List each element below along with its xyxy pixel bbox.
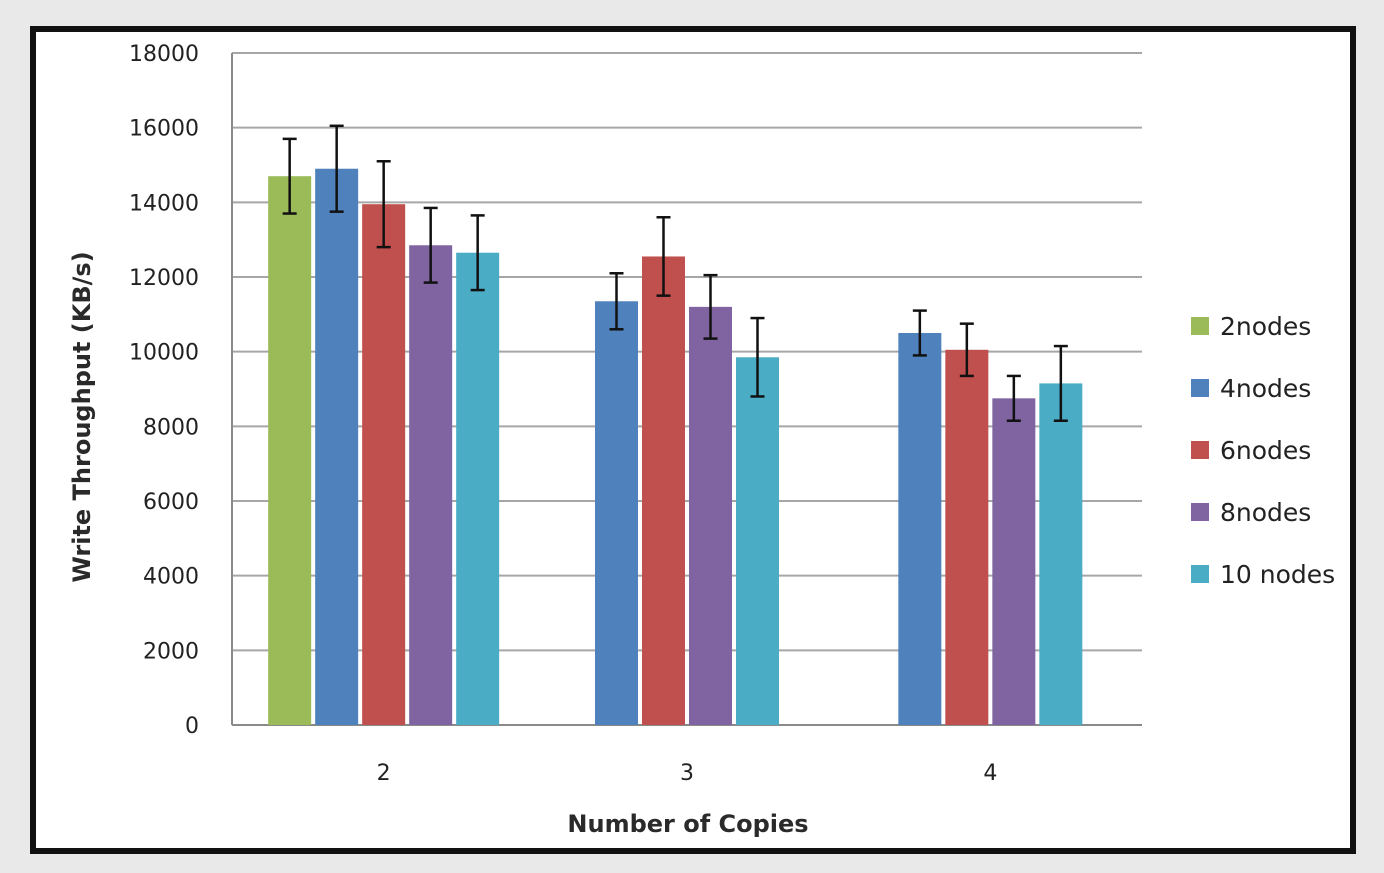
y-tick-label: 8000 [143, 415, 199, 440]
x-axis-title: Number of Copies [567, 810, 808, 838]
legend-label: 4nodes [1220, 374, 1311, 403]
bar-8nodes-copies-3 [689, 306, 732, 725]
y-axis-ticks: 0 2000 4000 6000 8000 10000 12000 14000 16000 180… [129, 42, 199, 739]
x-tick-label: 4 [983, 761, 997, 786]
bar-10nodes-copies-2 [456, 252, 500, 725]
legend-label: 10 nodes [1220, 560, 1335, 589]
legend-label: 2nodes [1220, 312, 1311, 341]
y-tick-label: 6000 [143, 490, 199, 515]
y-tick-label: 4000 [143, 565, 199, 590]
x-tick-label: 3 [680, 761, 694, 786]
bar-4nodes-copies-3 [595, 301, 638, 725]
bar-4nodes-copies-4 [898, 333, 942, 725]
y-tick-label: 16000 [129, 117, 199, 142]
x-axis-ticks: 2 3 4 [377, 761, 998, 786]
y-tick-label: 10000 [129, 341, 199, 366]
error-bars [282, 124, 1068, 422]
bars [268, 168, 1083, 725]
bar-2nodes-copies-2 [268, 176, 312, 725]
legend-swatch [1191, 503, 1209, 521]
bar-8nodes-copies-4 [992, 398, 1036, 725]
y-axis-title: Write Throughput (KB/s) [68, 251, 96, 582]
y-tick-label: 18000 [129, 42, 199, 67]
legend-label: 8nodes [1220, 498, 1311, 527]
bar-10nodes-copies-4 [1039, 383, 1083, 725]
bar-6nodes-copies-3 [642, 256, 685, 725]
legend-swatch [1191, 565, 1209, 583]
y-tick-label: 0 [185, 714, 199, 739]
legend: 2nodes 4nodes 6nodes 8nodes 10 nodes [1191, 312, 1335, 589]
bar-chart: 0 2000 4000 6000 8000 10000 12000 14000 16000 180… [68, 42, 1335, 838]
bar-4nodes-copies-2 [315, 168, 359, 725]
y-tick-label: 14000 [129, 191, 199, 216]
y-tick-label: 2000 [143, 639, 199, 664]
bar-10nodes-copies-3 [736, 357, 779, 725]
bar-6nodes-copies-4 [945, 349, 989, 725]
x-tick-label: 2 [377, 761, 391, 786]
bar-6nodes-copies-2 [362, 204, 406, 725]
bar-8nodes-copies-2 [409, 245, 453, 725]
legend-swatch [1191, 317, 1209, 335]
legend-label: 6nodes [1220, 436, 1311, 465]
legend-swatch [1191, 441, 1209, 459]
chart-frame: 0 2000 4000 6000 8000 10000 12000 14000 16000 180… [30, 26, 1356, 854]
legend-swatch [1191, 379, 1209, 397]
y-tick-label: 12000 [129, 266, 199, 291]
